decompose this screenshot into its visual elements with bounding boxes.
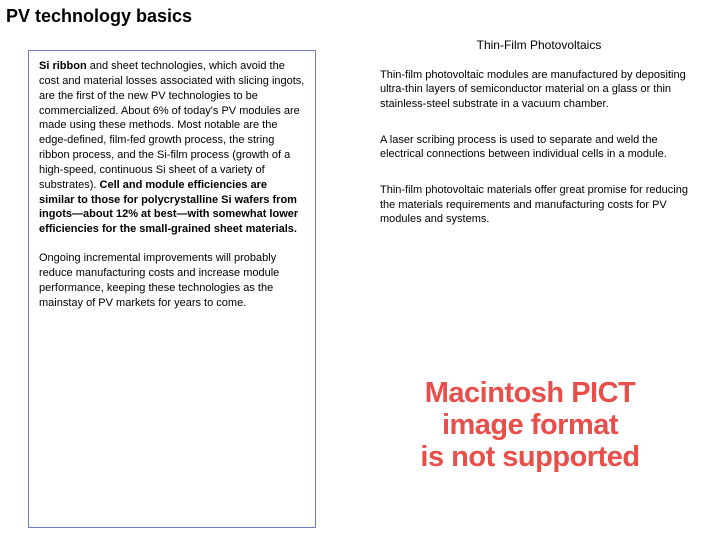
left-paragraph-1: Si ribbon and sheet technologies, which …	[39, 59, 305, 237]
left-paragraph-2: Ongoing incremental improvements will pr…	[39, 251, 305, 310]
right-paragraph-3: Thin-film photovoltaic materials offer g…	[380, 183, 698, 248]
pict-line-3: is not supported	[420, 441, 639, 473]
page-title: PV technology basics	[6, 6, 192, 27]
right-column: Thin-Film Photovoltaics Thin-film photov…	[380, 38, 698, 248]
left-p1-lead: Si ribbon	[39, 60, 87, 72]
left-text-box: Si ribbon and sheet technologies, which …	[28, 50, 316, 528]
pict-line-1: Macintosh PICT	[425, 377, 636, 409]
left-p1-rest: and sheet technologies, which avoid the …	[39, 60, 304, 191]
pict-unsupported-notice: Macintosh PICT image format is not suppo…	[380, 378, 680, 474]
pict-line-2: image format	[442, 409, 618, 441]
right-paragraph-2: A laser scribing process is used to sepa…	[380, 133, 698, 184]
right-paragraph-1: Thin-film photovoltaic modules are manuf…	[380, 68, 698, 133]
right-heading: Thin-Film Photovoltaics	[380, 38, 698, 52]
